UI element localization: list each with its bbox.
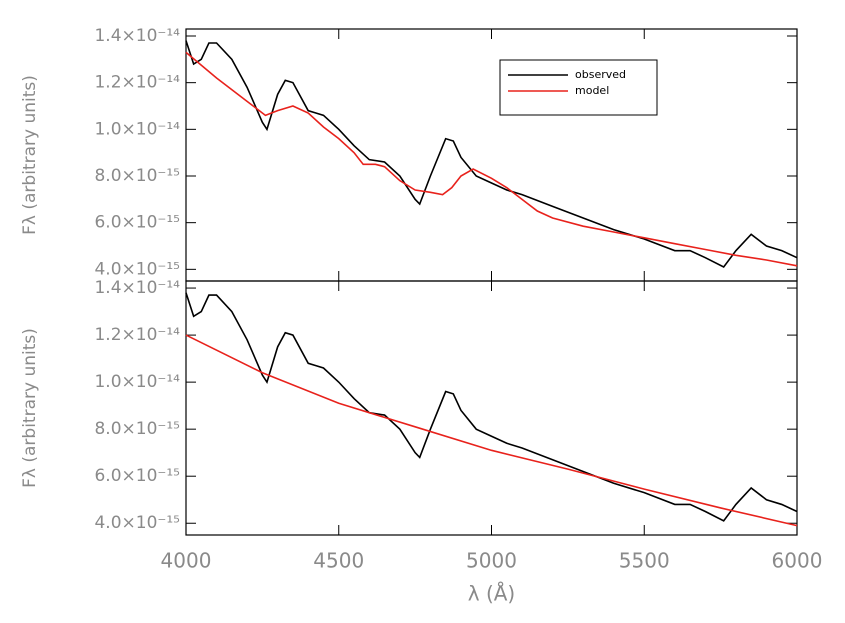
y-tick-label: 4.0×10⁻¹⁵	[94, 259, 180, 279]
y-tick-label: 8.0×10⁻¹⁵	[94, 166, 180, 186]
x-tick-label: 6000	[772, 549, 823, 573]
y-tick-label: 1.0×10⁻¹⁴	[94, 372, 180, 392]
legend-label: observed	[575, 68, 626, 81]
legend-label: model	[575, 84, 609, 97]
y-tick-label: 6.0×10⁻¹⁵	[94, 213, 180, 233]
x-axis-label: λ (Å)	[468, 582, 515, 606]
y-tick-label: 1.4×10⁻¹⁴	[94, 278, 180, 298]
y-axis-label: Fλ (arbitrary units)	[20, 75, 40, 235]
y-tick-label: 6.0×10⁻¹⁵	[94, 466, 180, 486]
x-tick-label: 5000	[466, 549, 517, 573]
y-axis-label: Fλ (arbitrary units)	[20, 328, 40, 488]
y-tick-label: 1.2×10⁻¹⁴	[94, 325, 180, 345]
x-tick-label: 4000	[161, 549, 212, 573]
y-tick-label: 8.0×10⁻¹⁵	[94, 419, 180, 439]
series-line	[185, 40, 798, 269]
y-tick-label: 1.4×10⁻¹⁴	[94, 26, 180, 46]
series-line	[185, 334, 798, 527]
y-tick-label: 1.0×10⁻¹⁴	[94, 119, 180, 139]
y-tick-label: 4.0×10⁻¹⁵	[94, 513, 180, 533]
plot-frame	[185, 28, 798, 282]
y-tick-label: 1.2×10⁻¹⁴	[94, 73, 180, 93]
series-line	[185, 292, 798, 522]
legend-box	[499, 59, 658, 116]
x-tick-label: 4500	[313, 549, 364, 573]
plot-frame	[185, 280, 798, 536]
x-tick-label: 5500	[619, 549, 670, 573]
series-line	[185, 51, 798, 267]
